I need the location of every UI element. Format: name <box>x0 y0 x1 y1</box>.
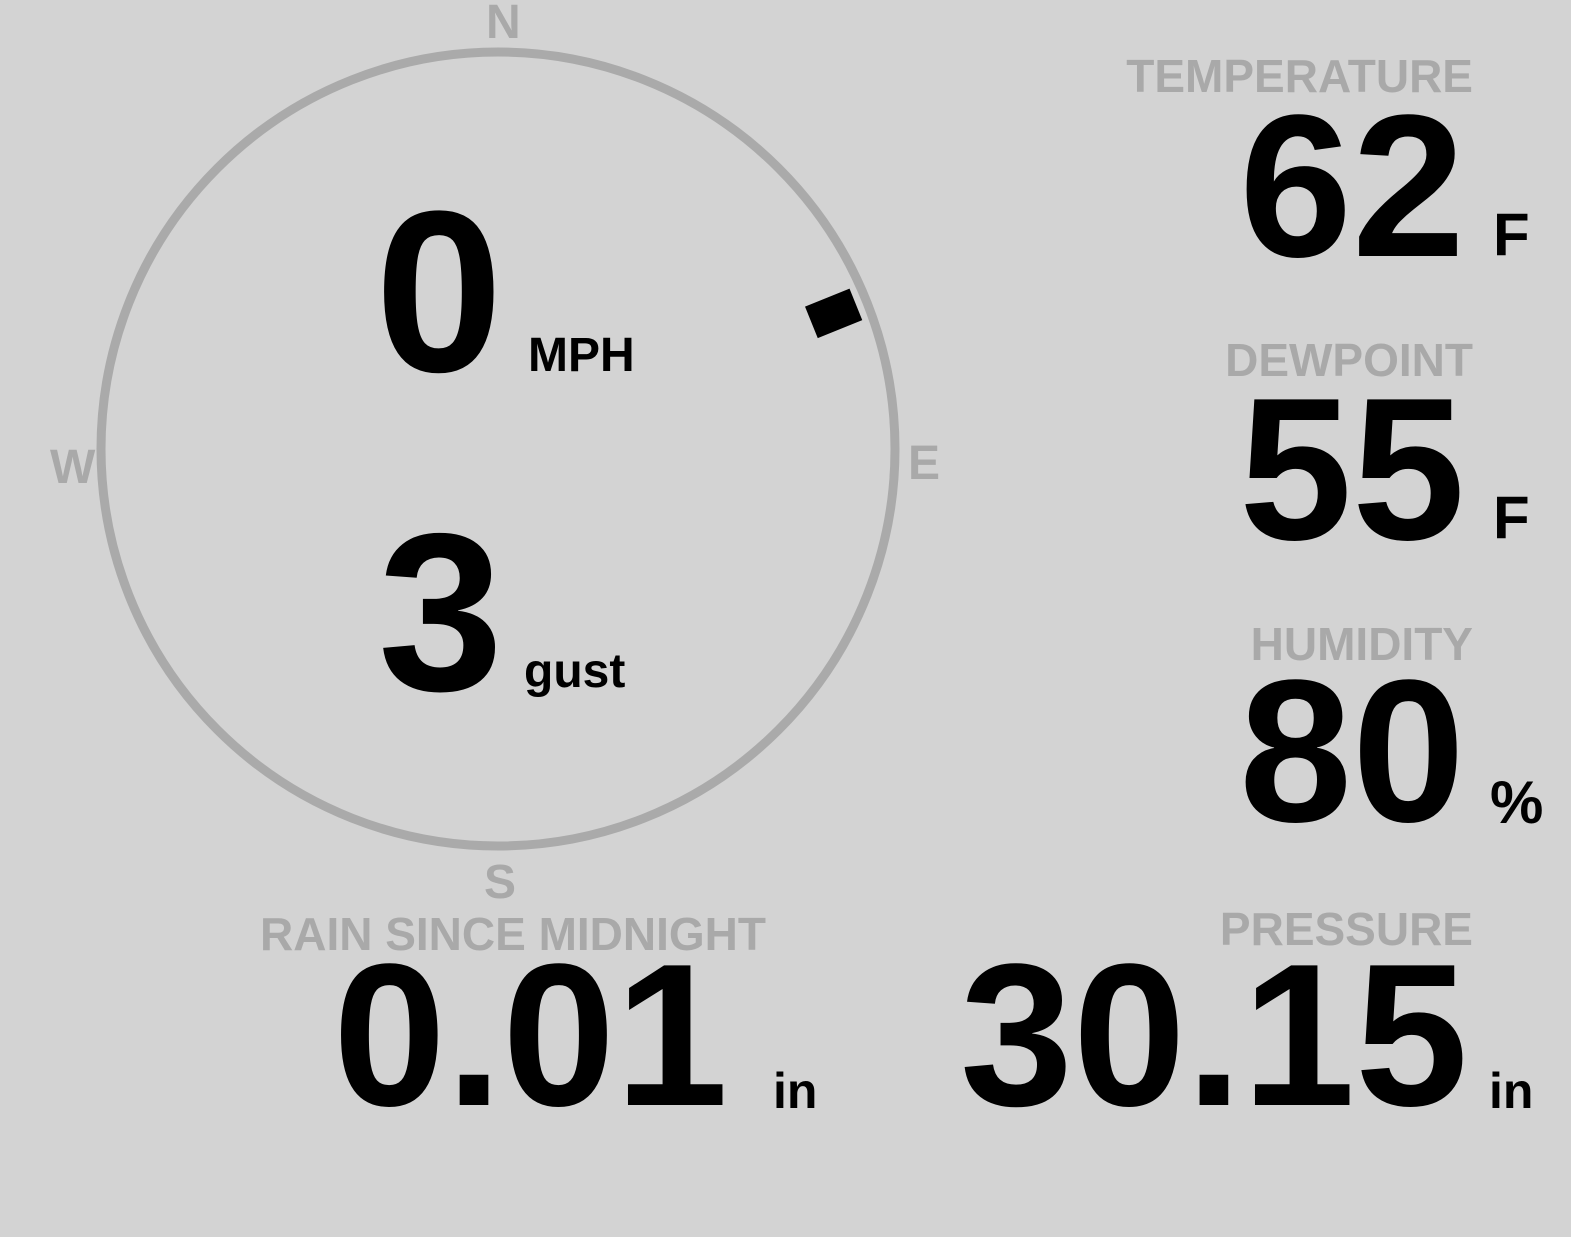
compass-ring <box>96 47 900 851</box>
humidity-unit: % <box>1490 769 1544 836</box>
compass-north: N <box>486 0 521 49</box>
wind-gust-value: 3 <box>378 486 504 738</box>
compass-east: E <box>908 437 941 490</box>
temperature-value: 62 <box>1239 73 1465 300</box>
rain-label: RAIN SINCE MIDNIGHT <box>260 908 766 960</box>
wind-direction-marker <box>805 288 863 339</box>
wind-gust-label: gust <box>524 645 626 698</box>
rain-value: 0.01 <box>333 922 729 1149</box>
dewpoint-value: 55 <box>1239 356 1465 583</box>
wind-speed-unit: MPH <box>528 329 635 382</box>
dewpoint-label: DEWPOINT <box>1225 334 1473 386</box>
pressure-label: PRESSURE <box>1219 903 1473 955</box>
humidity-value: 80 <box>1239 638 1465 865</box>
pressure-value: 30.15 <box>960 922 1468 1149</box>
dewpoint-unit: F <box>1493 484 1530 551</box>
pressure-unit: in <box>1489 1063 1534 1119</box>
humidity-label: HUMIDITY <box>1250 618 1473 670</box>
temperature-unit: F <box>1493 201 1530 268</box>
compass-south: S <box>484 856 517 909</box>
wind-speed-value: 0 <box>375 163 503 420</box>
temperature-label: TEMPERATURE <box>1126 50 1473 102</box>
rain-unit: in <box>773 1063 818 1119</box>
compass-west: W <box>50 441 96 494</box>
